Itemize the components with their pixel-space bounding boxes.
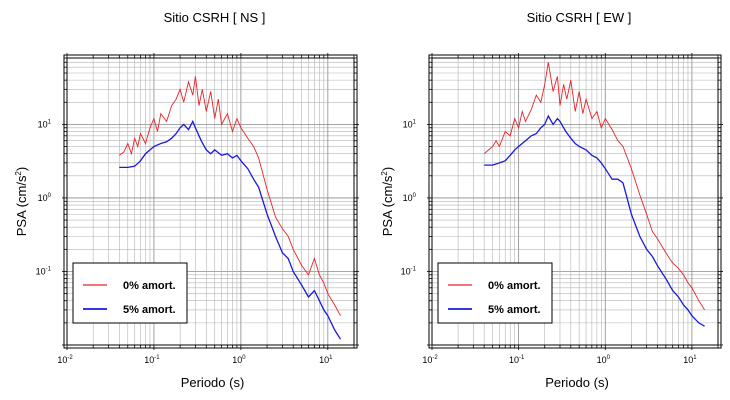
series-line-5pct — [484, 114, 705, 327]
x-tick-label: 100 — [232, 355, 246, 365]
chart-title: Sitio CSRH [ NS ] — [164, 10, 266, 25]
y-axis-label: PSA (cm/s2) — [14, 167, 29, 236]
series-line-0pct — [483, 62, 705, 311]
series-line-5pct — [119, 119, 342, 340]
chart-panel-ew: Sitio CSRH [ EW ] 10-2 10-1 100 101 10-1 100 10… — [380, 10, 723, 390]
y-tick-label: 100 — [403, 193, 417, 203]
x-tick-label: 10-2 — [57, 355, 73, 365]
y-tick-label: 101 — [38, 119, 52, 129]
series-line-0pct — [119, 76, 341, 316]
legend-label: 5% amort. — [123, 304, 176, 316]
legend-box — [72, 262, 188, 324]
x-tick-label: 10-2 — [422, 355, 438, 365]
legend-label: 0% amort. — [123, 280, 176, 292]
plot-frame-outer — [63, 54, 358, 349]
x-tick-label: 10-1 — [144, 355, 160, 365]
x-tick-label: 100 — [597, 355, 611, 365]
y-tick-label: 100 — [38, 193, 52, 203]
plot-frame-outer — [428, 54, 722, 349]
legend-box — [437, 262, 553, 324]
x-axis-label: Periodo (s) — [181, 375, 245, 390]
x-tick-label: 101 — [683, 355, 697, 365]
y-tick-label: 10-1 — [36, 266, 52, 276]
legend: 0% amort. 5% amort. — [437, 262, 553, 324]
x-axis-label: Periodo (s) — [545, 375, 609, 390]
chart-title: Sitio CSRH [ EW ] — [527, 10, 632, 25]
legend-label: 0% amort. — [488, 280, 541, 292]
x-tick-label: 101 — [319, 355, 333, 365]
y-tick-label: 10-1 — [401, 266, 417, 276]
legend: 0% amort. 5% amort. — [72, 262, 188, 324]
legend-label: 5% amort. — [488, 304, 541, 316]
y-axis-label: PSA (cm/s2) — [380, 167, 395, 236]
y-tick-label: 101 — [403, 119, 417, 129]
chart-panel-ns: Sitio CSRH [ NS ] 10-2 10-1 100 101 10-1 100 10… — [14, 10, 359, 390]
x-tick-label: 10-1 — [509, 355, 525, 365]
